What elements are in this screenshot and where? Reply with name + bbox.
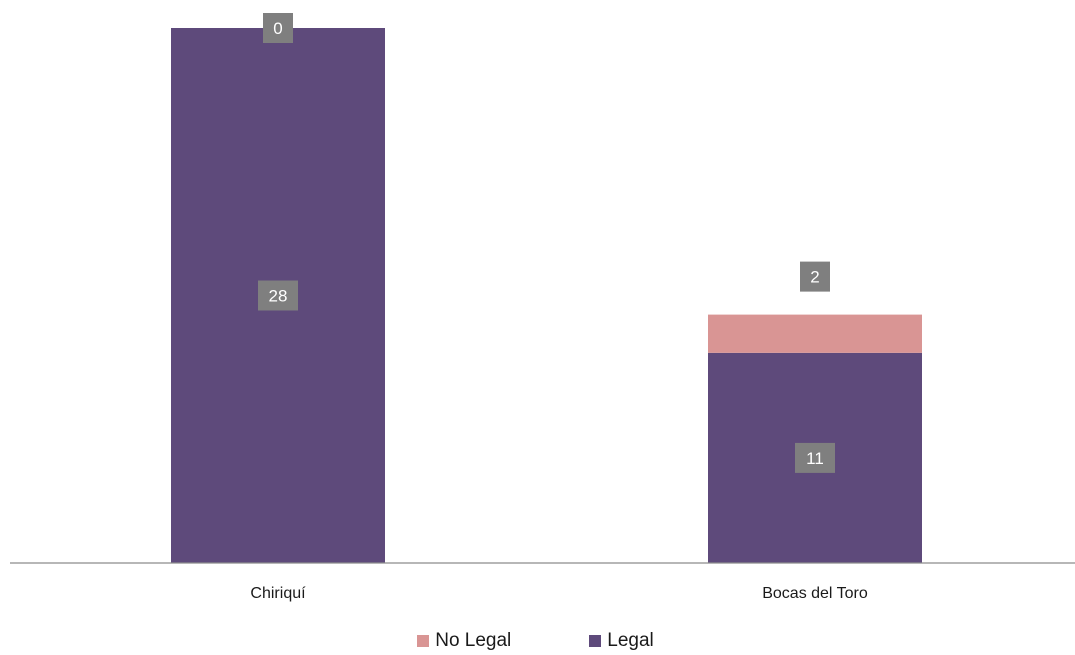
legend-label-no-legal: No Legal	[435, 630, 512, 651]
category-labels-layer: Chiriquí Bocas del Toro	[250, 585, 867, 602]
data-label-chiriqui-no-legal-text: 0	[273, 19, 282, 38]
data-label-chiriqui-no-legal: 0	[263, 13, 293, 43]
data-label-bocas-del-toro-no-legal-text: 2	[810, 268, 819, 287]
data-label-bocas-del-toro-no-legal: 2	[800, 261, 830, 292]
data-label-chiriqui-legal-box	[258, 280, 298, 311]
legend-item-legal: Legal	[589, 628, 654, 654]
x-tick-label-chiriqui: Chiriquí	[250, 585, 306, 602]
data-label-bocas-del-toro-legal-text: 11	[806, 449, 824, 468]
data-label-chiriqui-legal-text: 28	[269, 287, 288, 306]
legend-swatch-legal	[589, 635, 602, 647]
data-label-chiriqui-no-legal-box	[263, 13, 293, 43]
legend: No Legal Legal	[0, 628, 1073, 654]
data-label-bocas-del-toro-legal-box	[795, 442, 835, 473]
legend-label-legal: Legal	[607, 630, 654, 651]
data-label-bocas-del-toro-no-legal-box	[800, 261, 830, 292]
data-labels-layer: 28 0 11 2	[258, 13, 835, 473]
legend-swatch-no-legal	[417, 635, 430, 647]
data-label-chiriqui-legal: 28	[258, 280, 298, 311]
legend-item-no-legal: No Legal	[417, 628, 511, 654]
bar-bocas-del-toro-no-legal	[708, 314, 922, 353]
x-tick-label-bocas-del-toro: Bocas del Toro	[762, 585, 868, 602]
data-label-bocas-del-toro-legal: 11	[795, 442, 835, 473]
